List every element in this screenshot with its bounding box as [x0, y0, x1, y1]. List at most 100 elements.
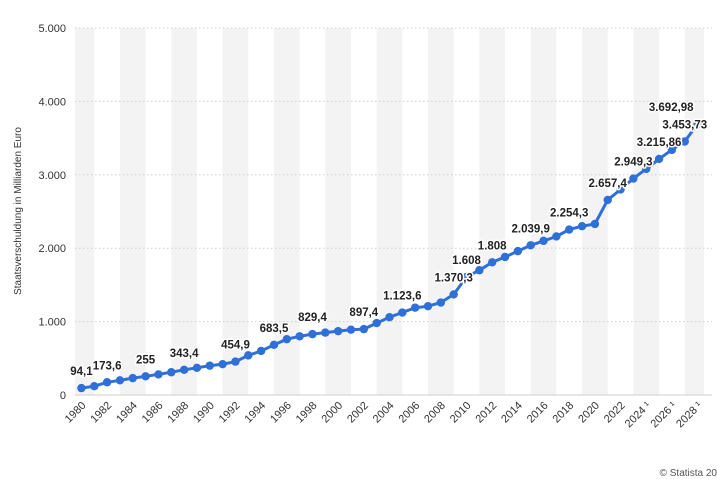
- data-label: 829,4: [298, 312, 327, 324]
- column-band: [171, 28, 197, 395]
- data-point: [141, 372, 150, 381]
- column-band: [376, 28, 403, 395]
- x-tick-label: 1998: [294, 400, 320, 426]
- data-point: [372, 318, 381, 328]
- column-band: [222, 28, 249, 395]
- data-label: 683,5: [260, 323, 289, 335]
- x-tick-label: 2024 ¹: [623, 399, 654, 430]
- data-point: [500, 252, 510, 262]
- data-point: [269, 340, 279, 350]
- data-point: [565, 225, 574, 234]
- x-tick-label: 1984: [114, 400, 140, 426]
- data-point: [462, 272, 471, 282]
- data-label: 1.123,6: [383, 291, 421, 303]
- gridlines: [75, 27, 712, 396]
- data-label: 2.949,3: [614, 157, 652, 169]
- data-label: 897,4: [349, 307, 378, 319]
- data-label: 2.254,3: [550, 208, 588, 220]
- data-point: [218, 359, 227, 369]
- y-tick-label: 4.000: [38, 96, 66, 108]
- data-point: [346, 325, 356, 334]
- column-band: [582, 28, 608, 395]
- x-tick-label: 2002: [345, 400, 371, 426]
- data-point: [487, 258, 497, 267]
- column-band: [479, 28, 506, 395]
- data-point: [128, 373, 137, 383]
- x-axis-ticks: 1980 1982 1984 1986 1988 1990 1992 1994 1996 1998…: [63, 399, 705, 430]
- column-band: [75, 28, 95, 395]
- data-point: [693, 119, 702, 129]
- data-label: 1.808: [478, 240, 507, 252]
- x-tick-label: 2026 ¹: [648, 399, 679, 430]
- x-tick-label: 1996: [268, 400, 294, 426]
- data-label: 3.692,98: [649, 102, 694, 114]
- column-band: [119, 28, 146, 395]
- data-point: [616, 185, 625, 194]
- x-tick-label: 2014: [499, 400, 525, 426]
- data-label: 1.608: [452, 255, 481, 267]
- data-point: [231, 357, 240, 366]
- data-label: 94,1: [70, 366, 93, 378]
- data-label: 343,4: [170, 348, 199, 360]
- data-label: 255: [136, 354, 156, 366]
- column-band: [530, 28, 557, 395]
- x-tick-label: 2028 ¹: [674, 399, 705, 430]
- data-label: 173,6: [93, 360, 122, 372]
- data-point: [642, 164, 651, 174]
- y-axis-ticks: 0 1.000 2.000 3.000 4.000 5.000: [38, 23, 66, 402]
- data-point: [475, 266, 484, 275]
- column-band: [325, 28, 351, 395]
- data-point: [308, 329, 317, 339]
- column-band: [428, 28, 454, 395]
- data-point: [77, 383, 86, 393]
- data-point: [590, 219, 600, 229]
- x-tick-label: 1980: [63, 400, 89, 426]
- x-tick-label: 2000: [319, 400, 345, 426]
- x-tick-label: 1986: [140, 400, 166, 426]
- data-point: [167, 368, 176, 377]
- data-labels: 94,1 173,6 255 343,4 454,9 683,5 829,4 897,4 1.1…: [69, 100, 709, 379]
- x-tick-label: 2010: [448, 400, 474, 426]
- data-point: [513, 246, 523, 256]
- data-point: [385, 312, 394, 322]
- data-point: [282, 335, 292, 344]
- source-credit[interactable]: © Statista 20: [659, 468, 717, 479]
- x-tick-label: 2016: [525, 400, 551, 426]
- data-point: [436, 298, 446, 307]
- x-tick-label: 2012: [474, 400, 500, 426]
- data-point: [680, 137, 689, 146]
- x-tick-label: 2006: [396, 400, 422, 426]
- data-point: [205, 361, 214, 370]
- data-point: [654, 154, 664, 164]
- x-tick-label: 1994: [242, 400, 268, 426]
- data-label: 2.039,9: [512, 223, 550, 235]
- data-point: [295, 332, 304, 341]
- x-tick-label: 2008: [422, 400, 448, 426]
- data-point: [398, 308, 407, 317]
- y-tick-label: 2.000: [38, 243, 66, 255]
- data-point: [90, 381, 99, 391]
- data-point: [449, 290, 458, 299]
- data-label: 454,9: [221, 340, 250, 352]
- y-tick-label: 1.000: [38, 317, 66, 329]
- data-point: [359, 324, 369, 334]
- data-point: [667, 145, 677, 155]
- data-points: [77, 119, 702, 393]
- column-band: [684, 28, 704, 395]
- data-label: 2.657,4: [589, 178, 628, 190]
- data-point: [629, 174, 638, 183]
- x-tick-label: 1982: [88, 400, 114, 426]
- x-tick-label: 2004: [371, 400, 397, 426]
- data-point: [321, 328, 330, 337]
- data-label: 3.453,73: [662, 119, 707, 131]
- data-point: [577, 221, 587, 231]
- data-point: [603, 195, 612, 205]
- x-tick-label: 1992: [217, 400, 243, 426]
- data-point: [102, 378, 112, 387]
- x-tick-label: 2020: [576, 400, 602, 426]
- data-point: [192, 363, 202, 373]
- data-point: [526, 241, 535, 250]
- data-point: [179, 365, 189, 374]
- data-point: [552, 232, 561, 241]
- alternating-column-bands: [75, 28, 704, 395]
